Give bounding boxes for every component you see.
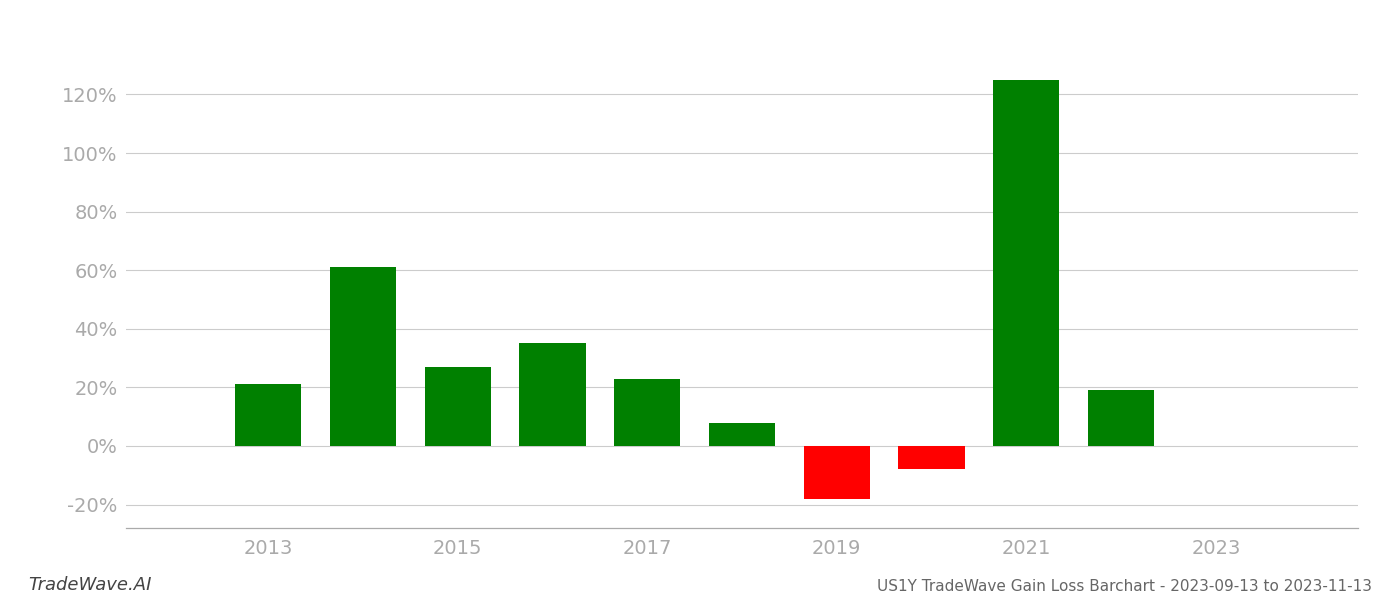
Bar — [615, 379, 680, 446]
Text: TradeWave.AI: TradeWave.AI — [28, 576, 151, 594]
Bar — [330, 267, 396, 446]
Bar — [899, 446, 965, 469]
Bar — [993, 80, 1060, 446]
Bar — [1088, 391, 1154, 446]
Bar — [804, 446, 869, 499]
Bar — [708, 422, 776, 446]
Bar — [235, 385, 301, 446]
Bar — [424, 367, 491, 446]
Bar — [519, 343, 585, 446]
Text: US1Y TradeWave Gain Loss Barchart - 2023-09-13 to 2023-11-13: US1Y TradeWave Gain Loss Barchart - 2023… — [876, 579, 1372, 594]
